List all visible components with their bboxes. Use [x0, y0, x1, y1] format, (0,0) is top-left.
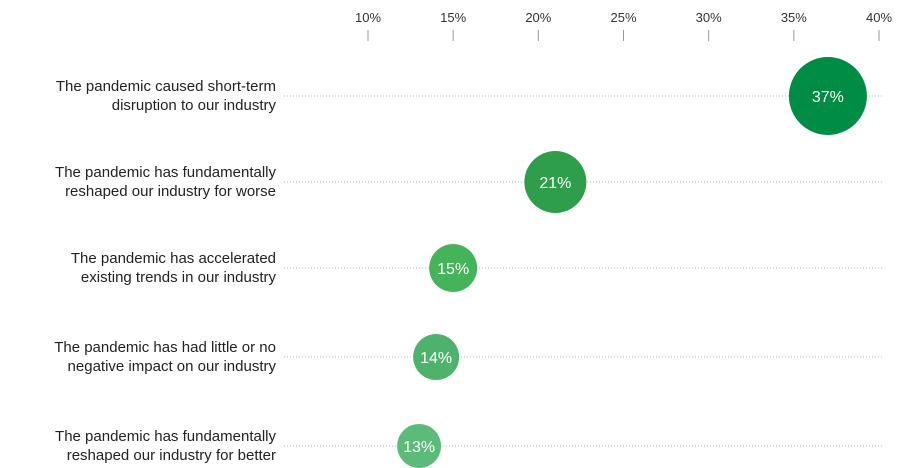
- category-label-line: The pandemic has had little or no: [54, 339, 276, 356]
- data-value-label: 15%: [437, 261, 469, 278]
- category-label-line: negative impact on our industry: [68, 358, 277, 375]
- data-bubble: [524, 151, 587, 213]
- category-label: The pandemic caused short-term disruption…: [56, 78, 277, 114]
- chart-row: The pandemic has had little or no negativ…: [54, 334, 882, 380]
- category-label: The pandemic has fundamentally reshaped o…: [55, 164, 276, 200]
- category-label: The pandemic has fundamentally reshaped o…: [55, 428, 276, 464]
- x-tick-label: 25%: [610, 10, 636, 25]
- category-label-line: reshaped our industry for better: [67, 447, 276, 464]
- x-tick-label: 15%: [440, 10, 466, 25]
- x-tick-label: 10%: [355, 10, 381, 25]
- data-value-label: 14%: [420, 350, 452, 367]
- category-label: The pandemic has had little or no negativ…: [54, 339, 276, 375]
- chart-rows: The pandemic caused short-term disruption…: [54, 57, 882, 468]
- x-tick-label: 40%: [866, 10, 892, 25]
- data-bubble: [429, 244, 478, 292]
- chart-row: The pandemic has fundamentally reshaped o…: [55, 424, 882, 468]
- chart-row: The pandemic has fundamentally reshaped o…: [55, 151, 882, 213]
- x-tick-label: 20%: [525, 10, 551, 25]
- chart-row: The pandemic caused short-term disruption…: [56, 57, 882, 135]
- x-axis: 10% 15% 20% 25% 30% 35% 40%: [355, 10, 892, 41]
- chart-row: The pandemic has accelerated existing tre…: [71, 244, 882, 292]
- data-value-label: 13%: [403, 439, 435, 456]
- category-label: The pandemic has accelerated existing tre…: [71, 250, 277, 286]
- data-bubble: [397, 424, 442, 468]
- data-value-label: 21%: [539, 175, 571, 192]
- data-value-label: 37%: [812, 89, 844, 106]
- category-label-line: disruption to our industry: [112, 97, 277, 114]
- category-label-line: The pandemic has fundamentally: [55, 428, 276, 445]
- category-label-line: The pandemic has accelerated: [71, 250, 276, 267]
- category-label-line: existing trends in our industry: [81, 269, 277, 286]
- category-label-line: reshaped our industry for worse: [65, 183, 276, 200]
- x-tick-label: 35%: [781, 10, 807, 25]
- x-tick-label: 30%: [696, 10, 722, 25]
- data-bubble: [413, 334, 460, 380]
- category-label-line: The pandemic caused short-term: [56, 78, 276, 95]
- data-bubble: [788, 57, 867, 135]
- category-label-line: The pandemic has fundamentally: [55, 164, 276, 181]
